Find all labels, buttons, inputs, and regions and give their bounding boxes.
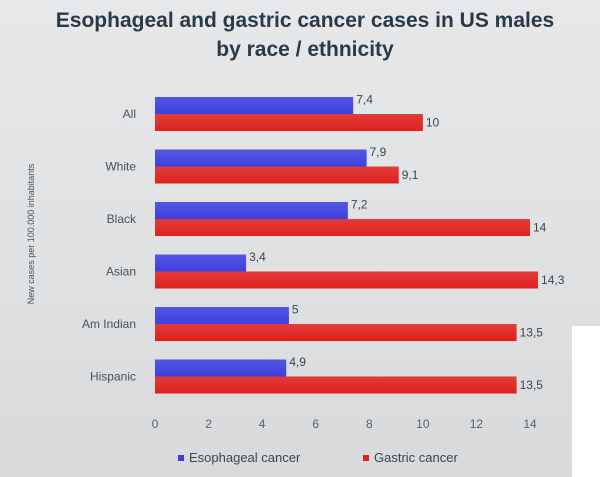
legend-label: Gastric cancer bbox=[374, 450, 458, 465]
chart-title-line-1: Esophageal and gastric cancer cases in U… bbox=[55, 9, 555, 32]
category-label: Am Indian bbox=[82, 317, 136, 331]
data-label: 9,1 bbox=[402, 168, 419, 182]
bar-esophageal-white bbox=[155, 149, 367, 167]
white-corner-patch bbox=[572, 326, 600, 477]
data-label: 13,5 bbox=[520, 378, 544, 392]
x-tick-label: 12 bbox=[470, 417, 484, 431]
bar-gastric-asian bbox=[155, 271, 539, 289]
bars-group bbox=[155, 97, 539, 394]
category-label: Asian bbox=[106, 265, 136, 279]
data-label: 7,4 bbox=[356, 93, 373, 107]
data-label: 5 bbox=[292, 303, 299, 317]
bar-esophageal-black bbox=[155, 202, 348, 219]
x-tick-label: 14 bbox=[523, 417, 537, 431]
data-label: 14,3 bbox=[541, 273, 565, 287]
legend-label: Esophageal cancer bbox=[189, 450, 301, 465]
data-label: 3,4 bbox=[249, 250, 266, 264]
bar-esophageal-hispanic bbox=[155, 359, 287, 377]
data-labels: 7,4 10 7,9 9,1 7,2 14 3,4 14,3 5 13,5 4,9 13,5 bbox=[249, 93, 565, 393]
y-axis-label: New cases per 100.000 inhabitants bbox=[26, 163, 36, 304]
x-tick-label: 6 bbox=[312, 417, 319, 431]
category-labels: All White Black Asian Am Indian Hispanic bbox=[82, 107, 137, 384]
legend-swatch bbox=[178, 455, 184, 461]
data-label: 7,9 bbox=[370, 145, 387, 159]
bar-gastric-black bbox=[155, 219, 530, 236]
category-label: Black bbox=[107, 212, 137, 226]
data-label: 10 bbox=[426, 116, 440, 130]
x-tick-label: 10 bbox=[416, 417, 430, 431]
category-label: All bbox=[123, 107, 136, 121]
data-label: 13,5 bbox=[520, 326, 544, 340]
bar-esophageal-all bbox=[155, 97, 354, 114]
x-tick-label: 2 bbox=[205, 417, 212, 431]
data-label: 14 bbox=[533, 221, 547, 235]
legend: Esophageal cancer Gastric cancer bbox=[178, 450, 458, 465]
x-tick-label: 0 bbox=[152, 417, 159, 431]
bar-esophageal-am-indian bbox=[155, 307, 289, 324]
legend-swatch bbox=[363, 455, 369, 461]
chart-title: Esophageal and gastric cancer cases in U… bbox=[20, 6, 590, 64]
x-tick-label: 8 bbox=[366, 417, 373, 431]
data-label: 4,9 bbox=[289, 355, 306, 369]
data-label: 7,2 bbox=[351, 198, 368, 212]
chart-title-line-2: by race / ethnicity bbox=[216, 38, 394, 61]
bar-gastric-all bbox=[155, 114, 423, 131]
x-tick-label: 4 bbox=[259, 417, 266, 431]
x-tick-labels: 0 2 4 6 8 10 12 14 bbox=[152, 417, 537, 431]
bar-gastric-white bbox=[155, 166, 399, 184]
bar-esophageal-asian bbox=[155, 254, 247, 272]
category-label: White bbox=[105, 160, 136, 174]
bar-gastric-hispanic bbox=[155, 376, 517, 394]
category-label: Hispanic bbox=[90, 370, 136, 384]
bar-gastric-am-indian bbox=[155, 324, 517, 341]
